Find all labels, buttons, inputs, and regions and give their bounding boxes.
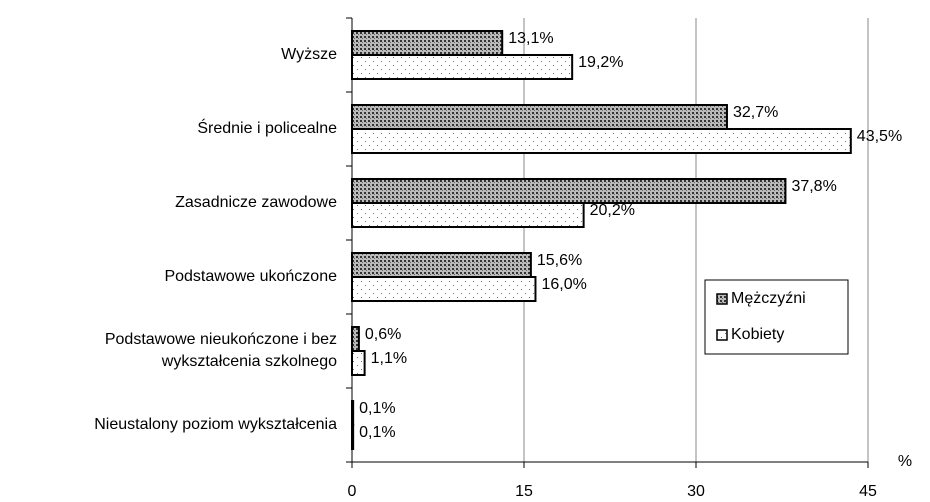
bar	[351, 276, 537, 302]
bar	[351, 202, 585, 228]
value-label: 0,1%	[359, 424, 395, 441]
y-tick-label: Nieustalony poziom wykształcenia	[94, 416, 337, 433]
legend-label: Kobiety	[731, 326, 784, 343]
bar	[351, 30, 504, 56]
x-tick-label: 15	[515, 483, 533, 500]
value-label: 15,6%	[537, 252, 582, 269]
bar	[351, 104, 728, 130]
legend-swatch	[716, 293, 728, 305]
bar	[351, 326, 360, 352]
legend-box	[704, 279, 849, 355]
x-tick-label: 30	[687, 483, 705, 500]
value-label: 13,1%	[508, 30, 553, 47]
bar	[351, 178, 787, 204]
y-tick-label: Podstawowe ukończone	[164, 268, 337, 285]
bar	[351, 350, 366, 376]
x-tick-label: 45	[859, 483, 877, 500]
value-label: 16,0%	[541, 276, 586, 293]
value-label: 43,5%	[857, 128, 902, 145]
bar	[351, 252, 532, 278]
value-label: 1,1%	[371, 350, 407, 367]
value-label: 32,7%	[733, 104, 778, 121]
value-label: 0,6%	[365, 326, 401, 343]
bar	[351, 54, 574, 80]
bar	[351, 128, 852, 154]
x-tick-label: 0	[348, 483, 357, 500]
y-tick-label: Średnie i policealne	[197, 118, 337, 137]
bar	[351, 400, 355, 426]
value-label: 19,2%	[578, 54, 623, 71]
y-tick-label: Wyższe	[281, 46, 337, 63]
y-tick-label: Zasadnicze zawodowe	[175, 194, 337, 211]
value-label: 37,8%	[791, 178, 836, 195]
bar	[351, 424, 355, 450]
y-tick-label: Podstawowe nieukończone i bez wykształcen…	[105, 331, 337, 370]
x-axis-label: %	[898, 453, 912, 470]
value-label: 20,2%	[590, 202, 635, 219]
value-label: 0,1%	[359, 400, 395, 417]
legend-swatch	[716, 329, 728, 341]
legend-label: Mężczyźni	[731, 290, 806, 307]
